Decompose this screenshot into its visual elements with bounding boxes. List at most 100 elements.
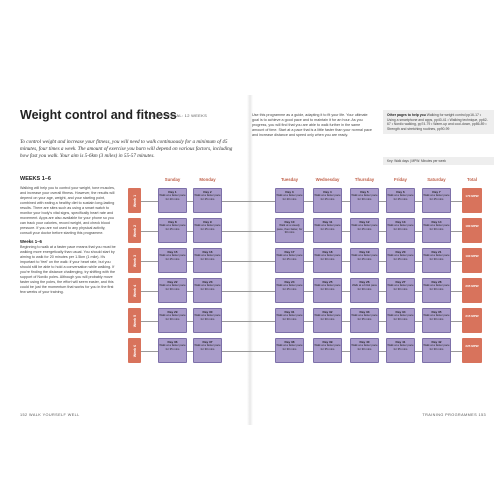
day-cell: Day 10 Walk at a steady pace, then faster… — [275, 218, 304, 243]
day-number: Day 39 — [322, 340, 333, 344]
day-cell: Day 18 Walk at a faster pace for 30 mins — [313, 248, 342, 273]
week-text: Week 3 — [132, 254, 137, 267]
day-text: Walk at a faster pace for 30 mins — [351, 343, 378, 351]
day-cell: Day 34 Walk at a faster pace for 30 mins — [386, 308, 415, 333]
day-number: Day 12 — [359, 220, 370, 224]
day-cell: Day 11 Walk at a faster pace for 25 mins — [313, 218, 342, 243]
day-cell: Day 1 Walk at a faster pace for 20 mins — [158, 188, 187, 213]
day-cell: Day 42 Walk at a faster pace for 30 mins — [422, 338, 451, 363]
day-cell: Day 35 Walk at a faster pace for 30 mins — [422, 308, 451, 333]
day-number: Day 40 — [359, 340, 370, 344]
day-text: Walk at a faster pace for 30 mins — [194, 253, 221, 261]
week-text: Week 5 — [132, 314, 137, 327]
day-cell: Day 38 Walk at a faster pace for 30 mins — [275, 338, 304, 363]
subheading: Weeks 1–6 — [20, 239, 42, 244]
day-text: Walk at a faster pace for 35 mins — [351, 313, 378, 321]
tip-text: Walking for weight control pp16-17 • Usi… — [387, 113, 488, 131]
day-text: Walk at a faster pace for 30 mins — [194, 343, 221, 351]
day-text: Walk at a faster pace for 30 mins — [159, 283, 186, 291]
day-cell: Day 24 Walk at a faster pace for 25 mins — [275, 278, 304, 303]
day-cell: Day 5 Walk at a faster pace for 30 mins — [350, 188, 379, 213]
day-cell: Day 13 Walk at a faster pace for 20 mins — [386, 218, 415, 243]
day-text: Walk at a faster pace for 30 mins — [314, 313, 341, 321]
day-number: Day 31 — [284, 310, 295, 314]
day-cell: Day 14 Walk at a faster pace for 30 mins — [422, 218, 451, 243]
day-cell: Day 28 Walk at a faster pace for 30 mins — [422, 278, 451, 303]
day-cell: Day 2 Walk at a faster pace for 25 mins — [193, 188, 222, 213]
day-text: Walk at a faster pace for 30 mins — [194, 313, 221, 321]
week-total: 215 MPW — [462, 308, 482, 333]
day-text: Walk at a faster pace for 35 mins — [159, 343, 186, 351]
day-text: Walk at a faster pace for 25 mins — [387, 253, 414, 261]
left-text: Walking will help you to control your we… — [20, 186, 118, 298]
day-cell: Day 27 Walk at a faster pace for 30 mins — [386, 278, 415, 303]
day-text: Walk at a faster pace for 30 mins — [387, 313, 414, 321]
day-number: Day 8 — [168, 220, 177, 224]
day-number: Day 2 — [203, 190, 212, 194]
week-text: Week 4 — [132, 284, 137, 297]
day-number: Day 41 — [395, 340, 406, 344]
day-text: Walk at a faster pace for 30 mins — [423, 223, 450, 231]
week-total: 180 MPW — [462, 218, 482, 243]
day-number: Day 34 — [395, 310, 406, 314]
connector — [141, 350, 481, 352]
day-cell: Day 39 Walk at a faster pace for 35 mins — [313, 338, 342, 363]
day-number: Day 27 — [395, 280, 406, 284]
week-label: Week 4 — [128, 278, 141, 303]
day-cell: Day 17 Walk at a faster pace for 25 mins — [275, 248, 304, 273]
day-text: Walk at a faster pace for 25 mins — [423, 193, 450, 201]
day-text: Walk at a faster pace for 25 mins — [314, 193, 341, 201]
day-header: Tuesday — [280, 177, 299, 182]
day-cell: Day 15 Walk at a faster pace for 25 mins — [158, 248, 187, 273]
week-text: Week 1 — [132, 194, 137, 207]
day-cell: Day 22 Walk at a faster pace for 30 mins — [158, 278, 187, 303]
day-number: Day 25 — [322, 280, 333, 284]
day-cell: Day 9 Walk at a faster pace for 25 mins — [193, 218, 222, 243]
day-text: Walk at a brisk pace for 30 mins — [351, 283, 378, 291]
day-cell: Day 20 Walk at a faster pace for 25 mins — [386, 248, 415, 273]
day-cell: Day 37 Walk at a faster pace for 30 mins — [193, 338, 222, 363]
day-cell: Day 3 Walk at a faster pace for 20 mins — [275, 188, 304, 213]
day-cell: Day 23 Walk at a faster pace for 30 mins — [193, 278, 222, 303]
day-number: Day 11 — [322, 220, 333, 224]
day-number: Day 14 — [431, 220, 442, 224]
day-header: Friday — [394, 177, 407, 182]
day-cell: Day 32 Walk at a faster pace for 30 mins — [313, 308, 342, 333]
connector — [141, 290, 481, 292]
day-text: Walk at a faster pace for 25 mins — [314, 223, 341, 231]
page-title: Weight control and fitness — [20, 108, 177, 122]
table-heading: WEEKS 1–6 — [20, 176, 51, 182]
day-number: Day 37 — [202, 340, 213, 344]
connector — [141, 230, 481, 232]
day-cell: Day 25 Walk at a faster pace for 30 mins — [313, 278, 342, 303]
day-text: Walk at a faster pace for 30 mins — [423, 313, 450, 321]
day-cell: Day 26 Walk at a brisk pace for 30 mins — [350, 278, 379, 303]
day-number: Day 13 — [395, 220, 406, 224]
connector — [141, 200, 481, 202]
day-number: Day 4 — [323, 190, 332, 194]
day-text: Walk at a faster pace for 30 mins — [423, 283, 450, 291]
total-header: Total — [467, 177, 477, 182]
day-header: Monday — [199, 177, 216, 182]
day-number: Day 26 — [359, 280, 370, 284]
day-cell: Day 29 Walk at a faster pace for 30 mins — [158, 308, 187, 333]
day-text: Walk at a faster pace for 20 mins — [276, 193, 303, 201]
day-number: Day 42 — [431, 340, 442, 344]
day-cell: Day 30 Walk at a faster pace for 30 mins — [193, 308, 222, 333]
footer-right: TRAINING PROGRAMMES 153 — [422, 413, 486, 417]
day-number: Day 21 — [431, 250, 442, 254]
day-number: Day 29 — [167, 310, 178, 314]
day-text: Walk at a faster pace for 35 mins — [387, 343, 414, 351]
day-number: Day 16 — [202, 250, 213, 254]
week-label: Week 2 — [128, 218, 141, 243]
day-text: Walk at a faster pace for 30 mins — [314, 253, 341, 261]
day-header: Sunday — [164, 177, 181, 182]
day-number: Day 33 — [359, 310, 370, 314]
day-cell: Day 21 Walk at a faster pace for 30 mins — [422, 248, 451, 273]
day-header: Thursday — [354, 177, 375, 182]
week-text: Week 2 — [132, 224, 137, 237]
day-header: Wednesday — [315, 177, 340, 182]
day-text: Walk at a faster pace for 30 mins — [423, 343, 450, 351]
right-text: Use this programme as a guide, adapting … — [252, 113, 372, 137]
